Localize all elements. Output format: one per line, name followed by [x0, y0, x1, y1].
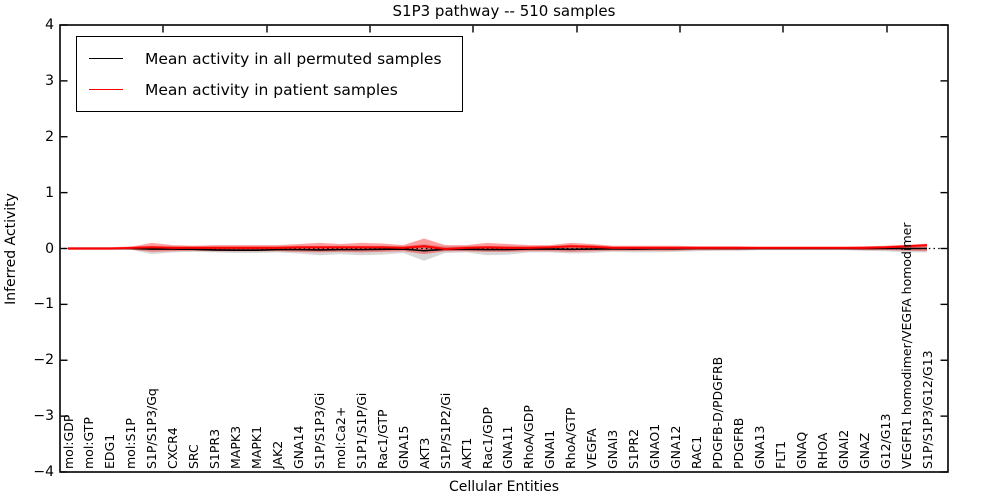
x-category-label: S1P/S1P3/Gi [311, 392, 327, 469]
legend-label: Mean activity in all permuted samples [145, 49, 442, 68]
x-category-label: S1P/S1P2/Gi [437, 392, 453, 469]
x-category-label: S1PR3 [207, 428, 223, 469]
y-tick-label: −2 [33, 352, 54, 369]
y-tick-label: 3 [45, 72, 54, 89]
x-category-label: Rac1/GTP [374, 409, 390, 469]
x-category-label: EDG1 [102, 433, 118, 469]
y-tick-label: −1 [33, 296, 54, 313]
x-category-label: GNA12 [668, 425, 684, 470]
legend-label: Mean activity in patient samples [145, 80, 398, 99]
x-category-label: CXCR4 [165, 427, 181, 469]
x-category-label: GNA14 [290, 425, 306, 470]
x-category-label: RhoA/GTP [563, 407, 579, 469]
x-category-label: RHOA [814, 432, 830, 469]
x-category-label: GNA15 [395, 425, 411, 470]
x-category-label: MAPK1 [249, 425, 265, 469]
patient-mean-line [68, 244, 928, 250]
x-category-label: MAPK3 [228, 425, 244, 469]
y-tick-label: 4 [45, 17, 54, 33]
x-category-label: S1P1/S1P/Gi [353, 392, 369, 469]
x-category-label: GNAZ [856, 432, 872, 469]
x-category-label: S1PR2 [626, 428, 642, 469]
x-category-label: RhoA/GDP [521, 405, 537, 469]
x-category-label: AKT1 [458, 437, 474, 469]
x-category-label: mol:GTP [81, 417, 97, 469]
x-category-label: PDGFB-D/PDGFRB [709, 356, 725, 469]
x-category-label: G12/G13 [877, 413, 893, 469]
y-tick-label: 1 [45, 184, 54, 201]
x-category-label: AKT3 [416, 437, 432, 469]
legend-item: Mean activity in all permuted samples [89, 43, 442, 74]
x-category-label: RAC1 [689, 435, 705, 469]
y-tick-label: 0 [45, 240, 54, 257]
x-category-label: GNAI1 [542, 429, 558, 469]
x-category-label: GNA13 [751, 425, 767, 470]
x-category-label: SRC [186, 444, 202, 469]
x-category-label: Rac1/GDP [479, 407, 495, 469]
legend-box: Mean activity in all permuted samples Mea… [76, 36, 463, 112]
axes-frame [59, 24, 949, 473]
y-tick-label: 2 [45, 128, 54, 145]
legend-line-swatch [89, 89, 123, 90]
x-category-label: VEGFR1 homodimer/VEGFA homodimer [898, 222, 914, 469]
y-tick-label: −4 [33, 464, 54, 480]
x-category-label: FLT1 [772, 440, 788, 469]
x-axis-label: Cellular Entities [448, 479, 560, 495]
x-category-label: mol:Ca2+ [332, 406, 348, 469]
x-category-label: S1P/S1P3/Gq [144, 388, 160, 469]
x-category-label: GNAQ [793, 431, 809, 469]
x-category-label: JAK2 [270, 440, 285, 469]
x-category-label: VEGFA [584, 428, 600, 469]
chart-title: S1P3 pathway -- 510 samples [392, 2, 616, 20]
x-category-label: GNA11 [500, 425, 516, 470]
legend-item: Mean activity in patient samples [89, 74, 442, 105]
y-tick-label: −3 [33, 408, 54, 425]
x-category-label: GNAI2 [835, 429, 851, 469]
x-category-label: mol:S1P [123, 418, 139, 469]
x-category-label: GNAO1 [647, 423, 663, 469]
legend-line-swatch [89, 58, 123, 59]
x-category-label: mol:GDP [60, 414, 76, 469]
x-category-label: PDGFRB [730, 417, 746, 469]
x-category-label: GNAI3 [605, 429, 621, 469]
x-category-label: S1P/S1P3/G12/G13 [919, 350, 935, 469]
